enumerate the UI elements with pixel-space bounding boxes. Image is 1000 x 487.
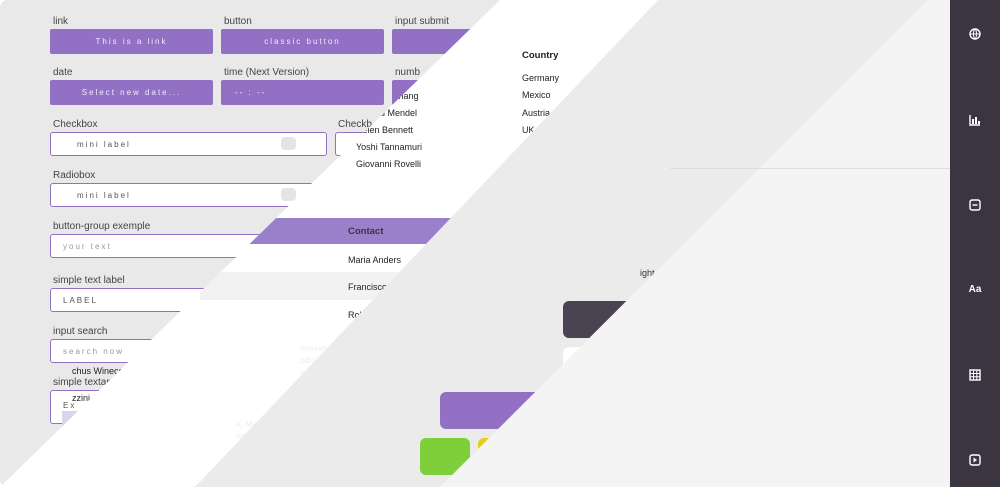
- table-icon[interactable]: [965, 369, 985, 384]
- right-sidebar: [950, 0, 1000, 487]
- company-cell-1: chus Winecellars: [72, 366, 141, 376]
- contact-cell-5: Giovanni Rovelli: [356, 159, 422, 169]
- contact-cell-3: Helen Bennett: [356, 125, 414, 135]
- contact-cell-7: Francisco Ch: [348, 282, 402, 292]
- checkbox-label: Checkbox: [53, 119, 98, 130]
- contact-cell-6: Maria Anders: [348, 255, 402, 265]
- country-cell-3: Austria: [522, 108, 551, 118]
- contact-cell-1: Chang: [392, 91, 419, 101]
- font-size-icon[interactable]: Aa: [968, 284, 982, 295]
- checkbox-toggle[interactable]: [281, 137, 296, 150]
- button-group-input[interactable]: your text: [50, 234, 275, 258]
- contact-cell-4: Yoshi Tannamuri: [356, 142, 423, 152]
- video-icon[interactable]: [965, 454, 985, 469]
- globe-icon[interactable]: [965, 28, 985, 43]
- time-label: time (Next Version): [224, 67, 310, 78]
- light-label: ight: [640, 268, 655, 278]
- country-cell-2: Mexico: [522, 90, 551, 100]
- radiobox-field[interactable]: mini label: [50, 183, 327, 207]
- time-input[interactable]: -- : --: [221, 80, 384, 105]
- contact-cell-2: and Mendel: [370, 108, 418, 118]
- radiobox-label: Radiobox: [53, 170, 96, 181]
- search-label: input search: [53, 326, 108, 337]
- simple-text-label: simple text label: [53, 275, 125, 286]
- classic-button[interactable]: classic button: [221, 29, 384, 54]
- date-label: date: [53, 67, 73, 78]
- country-header: Country: [522, 50, 559, 61]
- divider-line: [670, 168, 950, 169]
- radiobox-mini-label: mini label: [77, 190, 131, 200]
- submit-label: input submit: [395, 16, 449, 27]
- contact-header: Contact: [348, 226, 384, 237]
- checkbox-mini-label: mini label: [77, 139, 131, 149]
- checkbox2-label: Checkb: [338, 119, 372, 130]
- number-label: numb: [395, 67, 421, 78]
- checkbox-field[interactable]: mini label: [50, 132, 327, 156]
- minus-box-icon[interactable]: [965, 199, 985, 214]
- country-cell-1: Germany: [522, 73, 560, 83]
- date-input[interactable]: Select new date...: [50, 80, 213, 105]
- textarea-label: simple textare: [53, 377, 116, 388]
- button-group-label: button-group exemple: [53, 221, 151, 232]
- link-button[interactable]: This is a link: [50, 29, 213, 54]
- country-cell-4: UK: [522, 125, 535, 135]
- chart-icon[interactable]: [965, 114, 985, 129]
- link-label: link: [53, 16, 69, 27]
- radiobox-toggle[interactable]: [281, 188, 296, 201]
- button-label: button: [224, 16, 252, 27]
